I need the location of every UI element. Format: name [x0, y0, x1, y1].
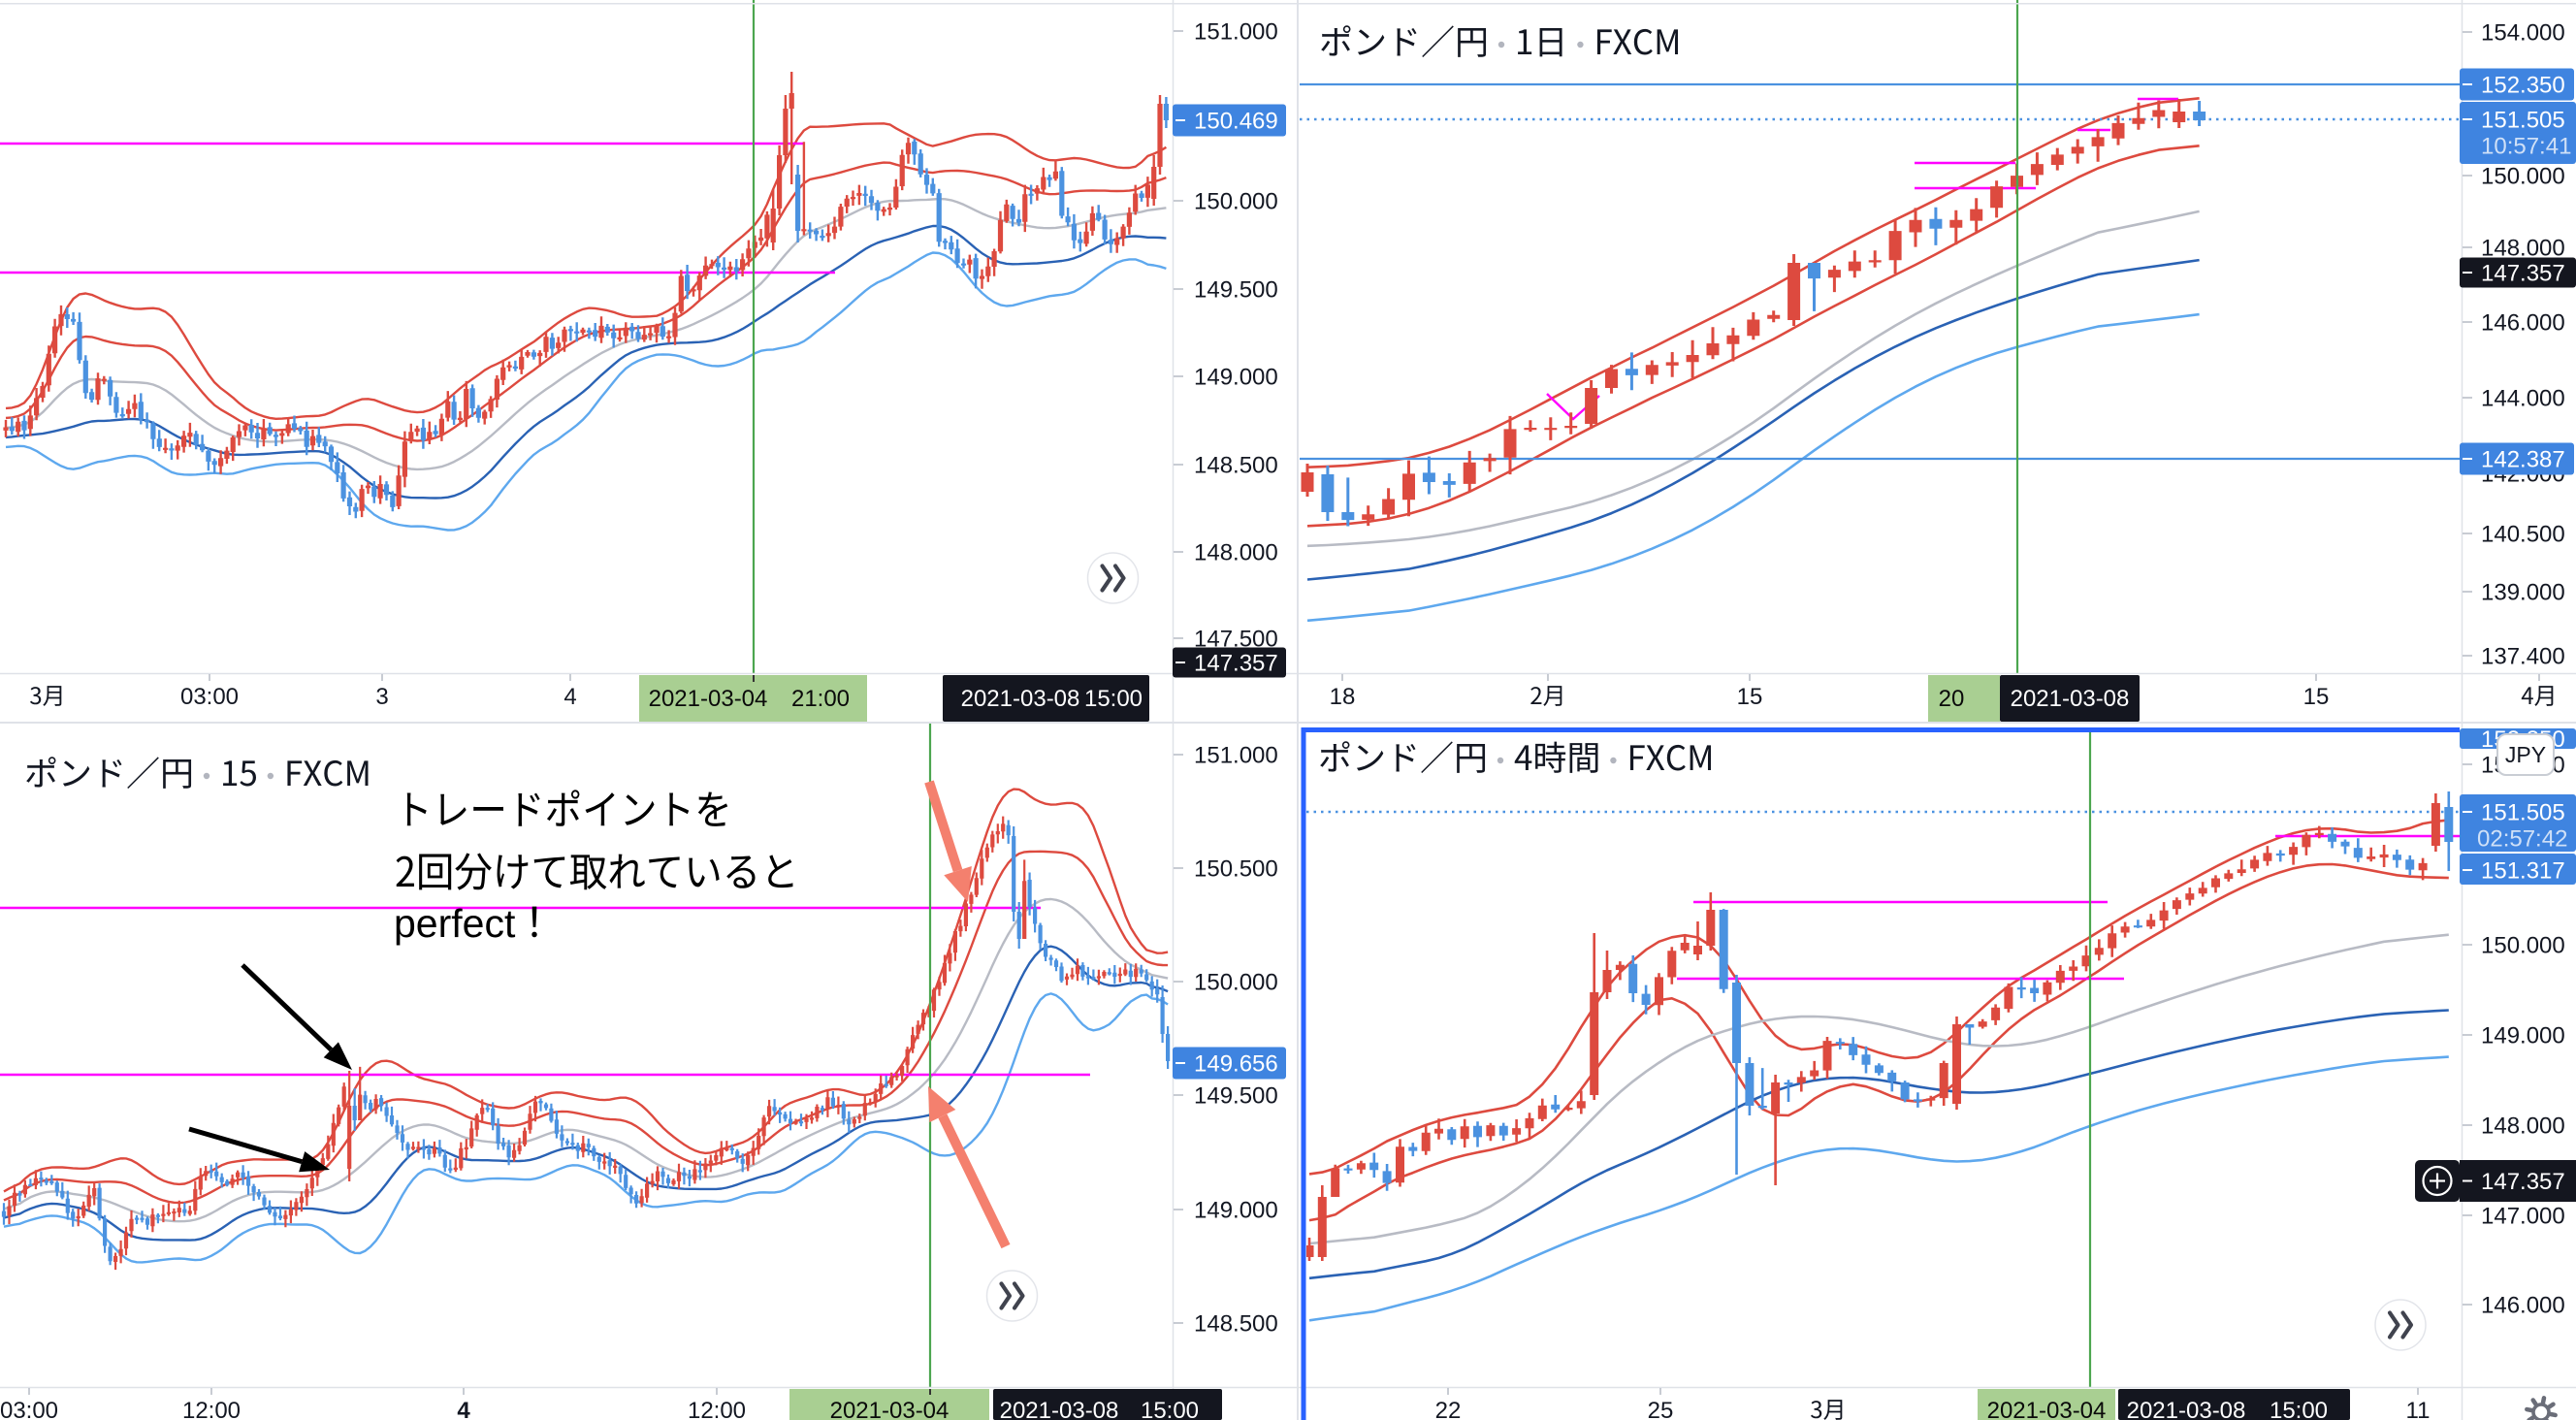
svg-text:2021-03-08: 2021-03-08: [961, 686, 1080, 712]
svg-text:147.357: 147.357: [2481, 261, 2565, 287]
svg-text:149.000: 149.000: [1194, 1198, 1278, 1224]
svg-text:150.500: 150.500: [1194, 856, 1278, 883]
svg-text:149.000: 149.000: [1194, 365, 1278, 391]
svg-text:perfect: perfect: [394, 901, 516, 946]
svg-text:10:57:41: 10:57:41: [2481, 134, 2571, 160]
svg-text:22: 22: [1435, 1398, 1462, 1420]
svg-text:12:00: 12:00: [182, 1398, 241, 1420]
svg-text:15: 15: [2303, 684, 2330, 710]
svg-text:3: 3: [375, 684, 388, 710]
svg-text:151.000: 151.000: [1194, 19, 1278, 46]
svg-text:2021-03-04: 2021-03-04: [830, 1398, 950, 1420]
svg-text:140.500: 140.500: [2481, 522, 2565, 548]
svg-text:15:00: 15:00: [1084, 686, 1143, 712]
svg-text:151.505: 151.505: [2481, 108, 2565, 134]
svg-text:151.317: 151.317: [2481, 858, 2565, 885]
svg-text:148.000: 148.000: [1194, 540, 1278, 566]
svg-text:150.000: 150.000: [1194, 189, 1278, 215]
svg-text:151.000: 151.000: [1194, 743, 1278, 769]
svg-text:150.469: 150.469: [1194, 109, 1278, 135]
svg-text:149.500: 149.500: [1194, 1083, 1278, 1110]
svg-text:11: 11: [2406, 1398, 2431, 1420]
svg-text:152.350: 152.350: [2481, 73, 2565, 99]
svg-text:147.357: 147.357: [2481, 1169, 2565, 1195]
svg-text:2021-03-04: 2021-03-04: [1987, 1398, 2107, 1420]
svg-text:150.000: 150.000: [1194, 970, 1278, 996]
svg-text:4: 4: [457, 1398, 470, 1420]
svg-text:139.000: 139.000: [2481, 580, 2565, 606]
svg-text:2021-03-08: 2021-03-08: [2127, 1398, 2246, 1420]
svg-text:154.000: 154.000: [2481, 20, 2565, 47]
svg-text:12:00: 12:00: [688, 1398, 746, 1420]
svg-text:25: 25: [1648, 1398, 1674, 1420]
svg-text:146.000: 146.000: [2481, 310, 2565, 337]
svg-text:147.000: 147.000: [2481, 1204, 2565, 1230]
svg-text:142.387: 142.387: [2481, 447, 2565, 473]
svg-text:2021-03-08: 2021-03-08: [1000, 1398, 1119, 1420]
svg-text:JPY: JPY: [2505, 742, 2546, 767]
svg-text:148.500: 148.500: [1194, 453, 1278, 479]
svg-text:146.000: 146.000: [2481, 1293, 2565, 1319]
svg-text:2021-03-04: 2021-03-04: [649, 686, 768, 712]
svg-text:2021-03-08: 2021-03-08: [2011, 686, 2130, 712]
svg-text:02:57:42: 02:57:42: [2477, 826, 2567, 853]
svg-text:149.500: 149.500: [1194, 277, 1278, 304]
svg-text:144.000: 144.000: [2481, 386, 2565, 412]
svg-text:150.000: 150.000: [2481, 164, 2565, 190]
svg-text:15:00: 15:00: [2270, 1398, 2328, 1420]
svg-text:147.357: 147.357: [1194, 651, 1278, 677]
svg-text:15: 15: [1737, 684, 1763, 710]
svg-text:148.500: 148.500: [1194, 1311, 1278, 1338]
svg-text:148.000: 148.000: [2481, 236, 2565, 262]
svg-text:149.000: 149.000: [2481, 1023, 2565, 1049]
svg-text:4: 4: [564, 684, 576, 710]
svg-text:149.656: 149.656: [1194, 1051, 1278, 1078]
svg-text:148.000: 148.000: [2481, 1113, 2565, 1140]
svg-text:03:00: 03:00: [180, 684, 239, 710]
svg-text:15:00: 15:00: [1141, 1398, 1199, 1420]
svg-text:20: 20: [1939, 686, 1965, 712]
svg-text:18: 18: [1330, 684, 1356, 710]
svg-text:150.000: 150.000: [2481, 933, 2565, 959]
svg-text:03:00: 03:00: [0, 1398, 58, 1420]
svg-text:21:00: 21:00: [791, 686, 850, 712]
svg-text:137.400: 137.400: [2481, 644, 2565, 670]
svg-text:151.505: 151.505: [2481, 800, 2565, 826]
